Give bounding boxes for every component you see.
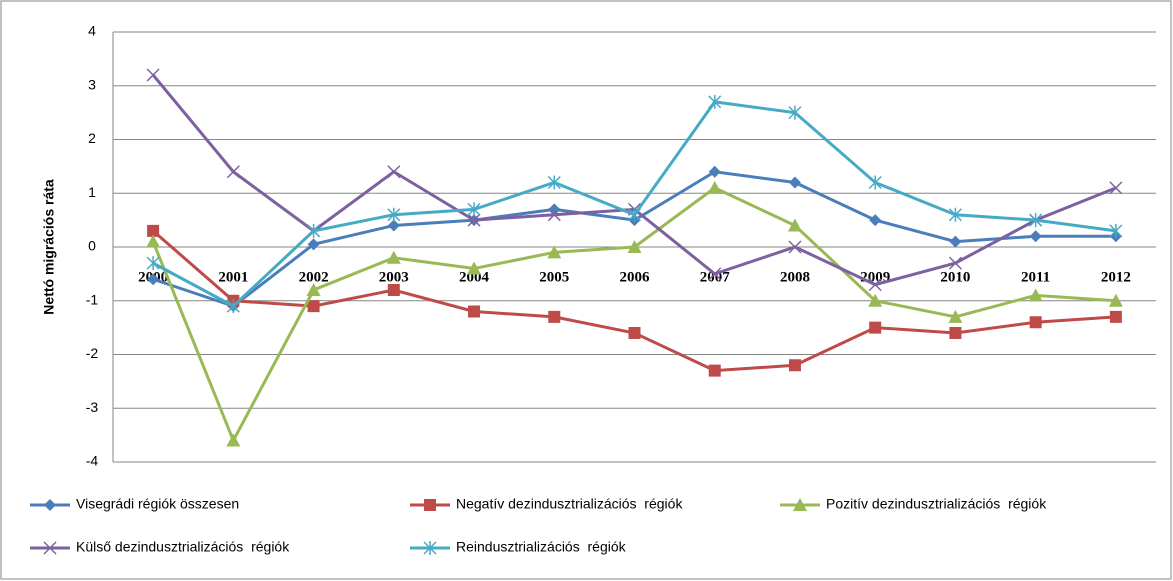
legend-entry: Visegrádi régiók összesen: [30, 496, 239, 512]
marker: [387, 207, 401, 222]
marker: [1109, 310, 1122, 323]
legend-entry: Pozitív dezindusztrializációs régiók: [780, 496, 1047, 512]
marker: [787, 218, 802, 232]
marker: [708, 165, 721, 178]
marker: [868, 175, 882, 190]
marker: [1029, 316, 1042, 329]
marker: [226, 433, 241, 447]
marker: [44, 499, 56, 511]
marker: [226, 299, 240, 314]
marker: [226, 165, 240, 179]
marker: [869, 214, 882, 227]
x-tick-label: 2010: [940, 269, 970, 285]
marker: [1029, 213, 1043, 228]
marker: [868, 278, 882, 292]
marker: [948, 309, 963, 323]
y-tick-label: -2: [86, 345, 99, 361]
legend-label: Pozitív dezindusztrializációs régiók: [826, 496, 1047, 512]
marker: [788, 176, 801, 189]
y-tick-label: 2: [88, 130, 96, 146]
legend-entry: Reindusztrializációs régiók: [410, 539, 627, 555]
marker: [146, 256, 160, 271]
y-tick-label: -4: [86, 453, 99, 469]
y-tick-label: 1: [88, 184, 96, 200]
marker: [307, 300, 320, 313]
marker: [627, 240, 642, 253]
marker: [788, 105, 802, 120]
legend-entry: Negatív dezindusztrializációs régiók: [410, 496, 683, 512]
marker: [949, 327, 962, 339]
x-tick-label: 2004: [459, 269, 490, 285]
x-tick-label: 2007: [700, 269, 731, 285]
marker: [387, 284, 400, 296]
marker: [387, 165, 401, 179]
marker: [627, 207, 642, 222]
x-tick-label: 2011: [1021, 269, 1050, 285]
marker: [467, 213, 481, 227]
legend-entry: Külső dezindusztrializációs régiók: [30, 539, 290, 555]
marker: [547, 208, 561, 222]
marker: [788, 240, 802, 254]
marker: [708, 267, 722, 281]
legend-label: Negatív dezindusztrializációs régiók: [456, 496, 683, 512]
x-tick-label: 2012: [1101, 269, 1131, 285]
marker: [949, 235, 962, 248]
marker: [948, 256, 962, 270]
marker: [146, 234, 161, 248]
marker: [708, 364, 721, 377]
marker: [628, 327, 641, 339]
marker: [547, 175, 561, 190]
x-tick-label: 2008: [780, 269, 810, 285]
y-tick-label: -1: [86, 291, 99, 307]
marker: [307, 223, 321, 238]
marker: [1109, 223, 1123, 238]
marker: [306, 283, 321, 296]
marker: [788, 359, 801, 372]
marker: [948, 207, 962, 222]
marker: [1028, 288, 1043, 302]
y-tick-label: -3: [86, 399, 99, 415]
marker: [869, 321, 882, 334]
marker: [386, 250, 401, 264]
x-tick-label: 2003: [379, 269, 409, 285]
marker: [468, 305, 481, 318]
marker: [467, 202, 481, 217]
marker: [708, 94, 722, 109]
marker: [1109, 181, 1123, 195]
marker: [147, 273, 160, 286]
marker: [868, 293, 883, 307]
marker: [707, 180, 722, 194]
marker: [146, 68, 160, 82]
legend-label: Külső dezindusztrializációs régiók: [76, 539, 290, 555]
legend-label: Visegrádi régiók összesen: [76, 496, 239, 512]
y-tick-label: 4: [88, 23, 96, 39]
marker: [424, 499, 436, 511]
marker: [467, 261, 482, 275]
legend-label: Reindusztrializációs régiók: [456, 539, 627, 555]
y-axis-label: Nettó migrációs ráta: [41, 179, 57, 315]
marker: [1029, 230, 1042, 243]
x-tick-label: 2001: [218, 269, 248, 285]
marker: [547, 245, 562, 259]
marker: [1108, 293, 1123, 307]
marker: [147, 224, 160, 237]
marker: [793, 498, 807, 511]
marker: [43, 541, 57, 555]
x-tick-label: 2002: [299, 269, 329, 285]
x-tick-label: 2006: [620, 269, 651, 285]
marker: [387, 219, 400, 232]
y-tick-label: 3: [88, 76, 96, 92]
marker: [548, 310, 561, 323]
x-tick-label: 2005: [539, 269, 569, 285]
y-tick-label: 0: [88, 238, 96, 254]
marker: [307, 238, 320, 251]
marker: [423, 541, 437, 555]
